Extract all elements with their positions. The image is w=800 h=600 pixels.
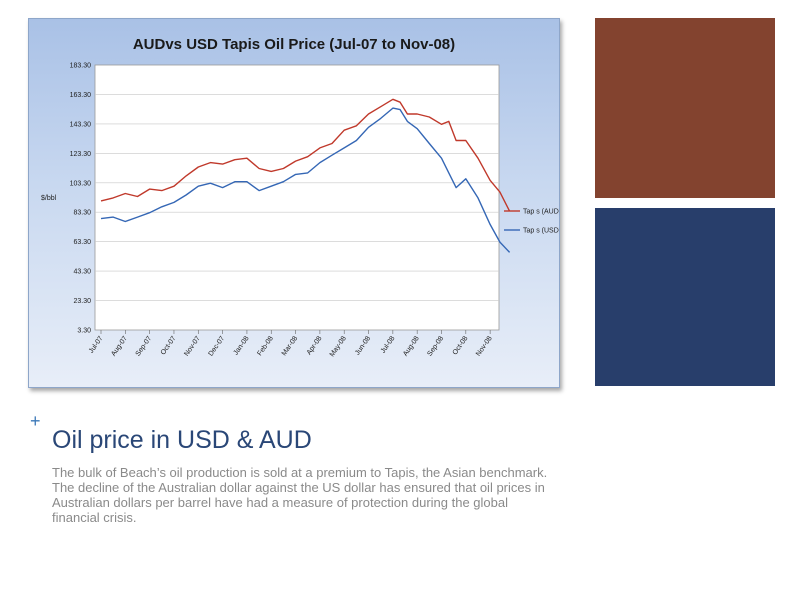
navy-color-block <box>595 208 775 386</box>
y-tick-label: 43.30 <box>73 269 91 276</box>
x-tick-label: Jan-08 <box>233 335 251 357</box>
series-lines <box>100 98 511 253</box>
legend-label: Tap s (USD) <box>523 228 559 235</box>
series-line-aud <box>100 98 511 212</box>
plus-icon: + <box>30 411 41 431</box>
x-tick-label: Aug-07 <box>110 335 129 358</box>
x-tick-label: Nov-07 <box>183 335 202 358</box>
y-axis-label: $/bbl <box>41 195 57 202</box>
y-tick-label: 63.30 <box>73 239 91 246</box>
chart-frame: AUDvs USD Tapis Oil Price (Jul-07 to Nov… <box>28 18 560 388</box>
y-tick-label: 83.30 <box>73 210 91 217</box>
y-tick-label: 103.30 <box>70 180 92 187</box>
x-tick-label: Nov-08 <box>475 335 494 358</box>
y-tick-label: 123.30 <box>70 151 92 158</box>
y-tick-label: 163.30 <box>70 92 92 99</box>
x-tick-label: Mar-08 <box>281 335 300 357</box>
x-tick-label: Oct-08 <box>452 335 470 356</box>
x-tick-label: Aug-08 <box>402 335 421 358</box>
x-tick-label: Jul-07 <box>88 335 105 355</box>
gridlines <box>95 94 499 301</box>
y-tick-label: 183.30 <box>70 63 92 70</box>
legend-label: Tap s (AUD) <box>523 209 559 216</box>
x-tick-label: Dec-07 <box>208 335 227 358</box>
slide-body-text: The bulk of Beach’s oil production is so… <box>52 465 548 525</box>
y-tick-label: 3.30 <box>77 328 91 335</box>
x-tick-label: Feb-08 <box>256 335 275 357</box>
x-tick-label: Jun-08 <box>354 335 372 357</box>
x-tick-label: Sep-08 <box>426 335 445 358</box>
slide-title: Oil price in USD & AUD <box>52 426 312 454</box>
series-line-usd <box>100 107 511 253</box>
y-tick-label: 23.30 <box>73 298 91 305</box>
y-tick-label: 143.30 <box>70 121 92 128</box>
legend: Tap s (AUD) Tap s (USD) <box>504 209 559 235</box>
x-tick-label: Sep-07 <box>135 335 154 358</box>
x-tick-label: Apr-08 <box>306 335 324 356</box>
x-tick-label: Jul-08 <box>380 335 397 355</box>
oil-price-chart: AUDvs USD Tapis Oil Price (Jul-07 to Nov… <box>41 36 559 358</box>
plot-area <box>94 64 500 331</box>
brown-color-block <box>595 18 775 198</box>
x-tick-label: May-08 <box>329 335 348 358</box>
x-tick-label: Oct-07 <box>160 335 178 356</box>
chart-title: AUDvs USD Tapis Oil Price (Jul-07 to Nov… <box>133 36 455 53</box>
